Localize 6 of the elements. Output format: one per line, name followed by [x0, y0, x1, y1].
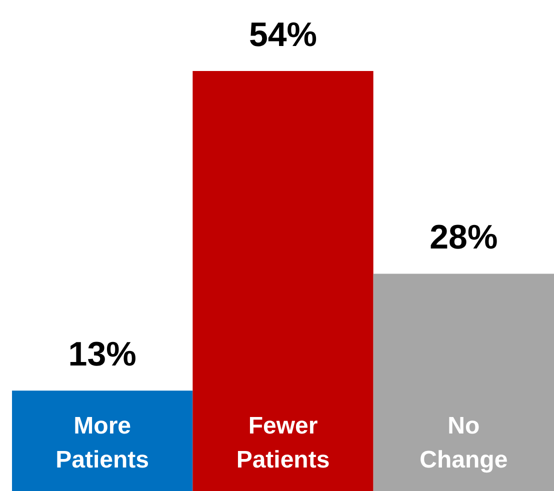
data-label: 54%: [248, 16, 318, 54]
data-label: 13%: [68, 336, 136, 374]
x-tick-label: More Patients: [56, 412, 150, 474]
x-tick-label: No Change: [420, 412, 508, 474]
data-label: 28%: [430, 218, 498, 257]
x-tick-label: Fewer Patients: [236, 412, 330, 474]
